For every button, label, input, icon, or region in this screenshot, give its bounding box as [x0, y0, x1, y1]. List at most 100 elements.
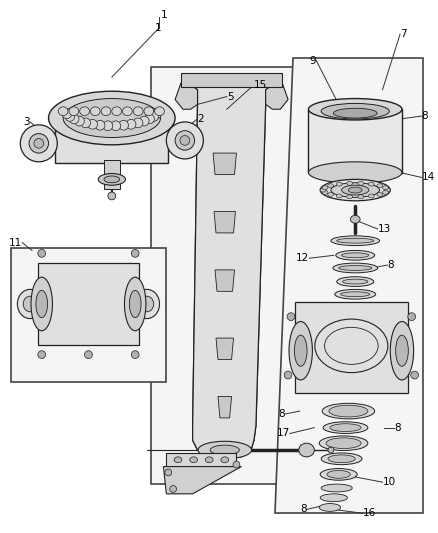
Ellipse shape	[331, 183, 380, 197]
Ellipse shape	[38, 351, 46, 359]
Ellipse shape	[331, 236, 380, 246]
Ellipse shape	[31, 277, 53, 331]
Text: 2: 2	[198, 114, 204, 124]
Polygon shape	[218, 397, 232, 418]
Ellipse shape	[368, 182, 374, 186]
Ellipse shape	[411, 371, 419, 379]
Ellipse shape	[343, 279, 368, 284]
Ellipse shape	[20, 125, 57, 162]
Ellipse shape	[144, 107, 154, 116]
Ellipse shape	[23, 296, 37, 312]
Ellipse shape	[382, 186, 389, 190]
Polygon shape	[295, 302, 408, 393]
Polygon shape	[38, 263, 139, 345]
Ellipse shape	[233, 461, 240, 468]
Polygon shape	[213, 153, 237, 174]
Ellipse shape	[69, 107, 79, 116]
Polygon shape	[188, 83, 276, 457]
Ellipse shape	[308, 162, 402, 183]
Ellipse shape	[221, 457, 229, 463]
Ellipse shape	[342, 253, 369, 258]
Ellipse shape	[65, 111, 75, 122]
Ellipse shape	[333, 263, 378, 273]
Ellipse shape	[80, 107, 89, 116]
Ellipse shape	[131, 249, 139, 257]
Ellipse shape	[111, 121, 120, 131]
Ellipse shape	[335, 289, 376, 299]
Ellipse shape	[329, 405, 368, 417]
Text: 9: 9	[310, 55, 316, 66]
Ellipse shape	[336, 182, 342, 186]
Ellipse shape	[112, 107, 122, 116]
Text: 12: 12	[296, 253, 310, 263]
Polygon shape	[214, 212, 236, 233]
Ellipse shape	[140, 296, 154, 312]
Text: 11: 11	[9, 238, 22, 248]
Polygon shape	[175, 83, 198, 109]
Ellipse shape	[320, 180, 390, 201]
Polygon shape	[266, 83, 288, 109]
Ellipse shape	[299, 443, 314, 457]
Text: 15: 15	[254, 80, 267, 90]
Ellipse shape	[287, 313, 295, 320]
Ellipse shape	[336, 251, 374, 260]
Ellipse shape	[90, 107, 100, 116]
Text: 5: 5	[227, 92, 233, 102]
Ellipse shape	[123, 107, 132, 116]
Ellipse shape	[98, 174, 125, 185]
Text: 17: 17	[277, 429, 290, 439]
Ellipse shape	[350, 215, 360, 223]
Text: 8: 8	[279, 409, 285, 419]
Ellipse shape	[328, 455, 355, 463]
Ellipse shape	[149, 111, 159, 122]
Ellipse shape	[170, 486, 177, 492]
Polygon shape	[181, 73, 282, 87]
Ellipse shape	[377, 184, 383, 188]
Ellipse shape	[190, 457, 198, 463]
Polygon shape	[308, 109, 402, 173]
Ellipse shape	[308, 99, 402, 120]
Ellipse shape	[124, 277, 146, 331]
Text: 8: 8	[421, 111, 428, 121]
Ellipse shape	[328, 192, 334, 196]
Ellipse shape	[18, 289, 42, 319]
Ellipse shape	[342, 185, 369, 195]
Polygon shape	[163, 466, 241, 494]
Ellipse shape	[38, 249, 46, 257]
Ellipse shape	[408, 313, 416, 320]
Text: 8: 8	[394, 423, 401, 433]
Ellipse shape	[328, 447, 334, 453]
Ellipse shape	[108, 192, 116, 200]
Ellipse shape	[319, 504, 341, 511]
Ellipse shape	[347, 195, 353, 199]
Bar	[104, 160, 120, 189]
Polygon shape	[215, 270, 234, 292]
Ellipse shape	[198, 441, 251, 459]
Ellipse shape	[358, 181, 364, 185]
Polygon shape	[55, 118, 168, 163]
Ellipse shape	[166, 122, 203, 159]
Ellipse shape	[34, 139, 44, 148]
Text: 8: 8	[300, 504, 307, 514]
Ellipse shape	[330, 424, 361, 432]
Ellipse shape	[205, 457, 213, 463]
Ellipse shape	[320, 188, 326, 192]
Text: 3: 3	[23, 117, 30, 127]
Ellipse shape	[139, 116, 149, 126]
Polygon shape	[151, 67, 324, 484]
Ellipse shape	[134, 289, 159, 319]
Ellipse shape	[81, 118, 91, 128]
Ellipse shape	[85, 351, 92, 359]
Ellipse shape	[145, 114, 154, 124]
Ellipse shape	[165, 469, 172, 476]
Ellipse shape	[396, 335, 408, 366]
Ellipse shape	[382, 190, 389, 195]
Text: 14: 14	[421, 172, 434, 182]
Ellipse shape	[341, 292, 370, 297]
Ellipse shape	[339, 265, 372, 270]
Ellipse shape	[152, 109, 162, 118]
Ellipse shape	[320, 469, 357, 480]
Ellipse shape	[336, 194, 342, 198]
Ellipse shape	[326, 438, 361, 449]
Ellipse shape	[49, 91, 175, 145]
